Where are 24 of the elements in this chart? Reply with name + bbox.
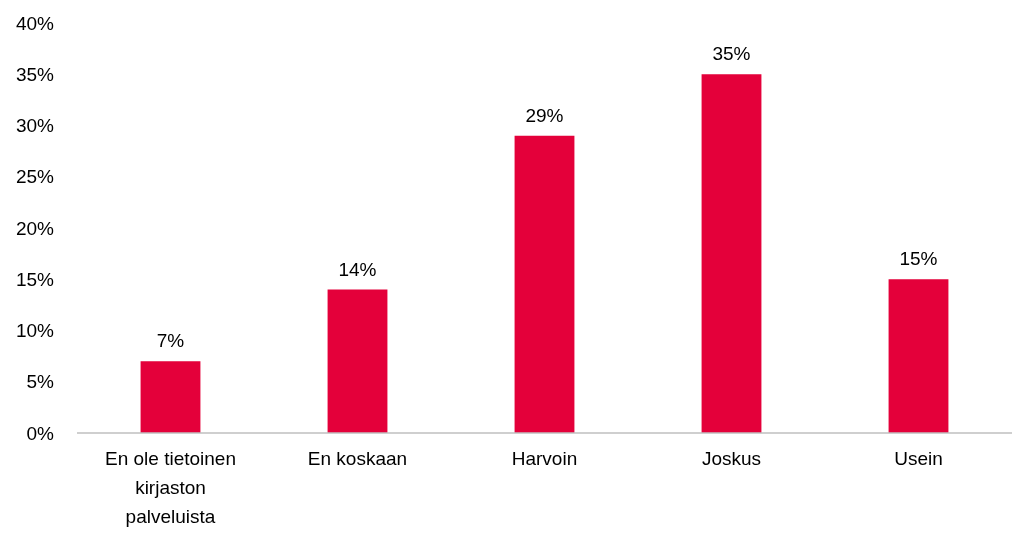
bar: [327, 289, 388, 433]
y-tick-label: 0%: [26, 422, 55, 444]
data-label: 7%: [156, 330, 185, 352]
y-tick-label: 40%: [15, 12, 55, 34]
x-tick-label: Usein: [894, 448, 943, 469]
x-tick-label: En ole tietoinen kirjaston palveluista: [105, 448, 236, 527]
x-tick-label: En koskaan: [307, 448, 408, 469]
x-tick-label: Harvoin: [511, 448, 578, 469]
y-tick-label: 30%: [15, 115, 55, 137]
y-tick-label: 25%: [15, 166, 55, 188]
y-tick-label: 20%: [15, 217, 55, 239]
data-label: 14%: [338, 258, 377, 280]
y-tick-label: 35%: [15, 63, 55, 85]
y-tick-label: 10%: [15, 320, 55, 342]
bar: [701, 74, 762, 433]
x-tick-label: Joskus: [701, 448, 762, 469]
y-tick-label: 15%: [15, 268, 55, 290]
data-label: 29%: [525, 104, 564, 126]
data-label: 35%: [712, 43, 751, 65]
data-label: 15%: [899, 248, 938, 270]
y-tick-label: 5%: [26, 371, 55, 393]
bar: [888, 279, 949, 433]
bar: [514, 135, 575, 433]
bar: [140, 361, 201, 433]
